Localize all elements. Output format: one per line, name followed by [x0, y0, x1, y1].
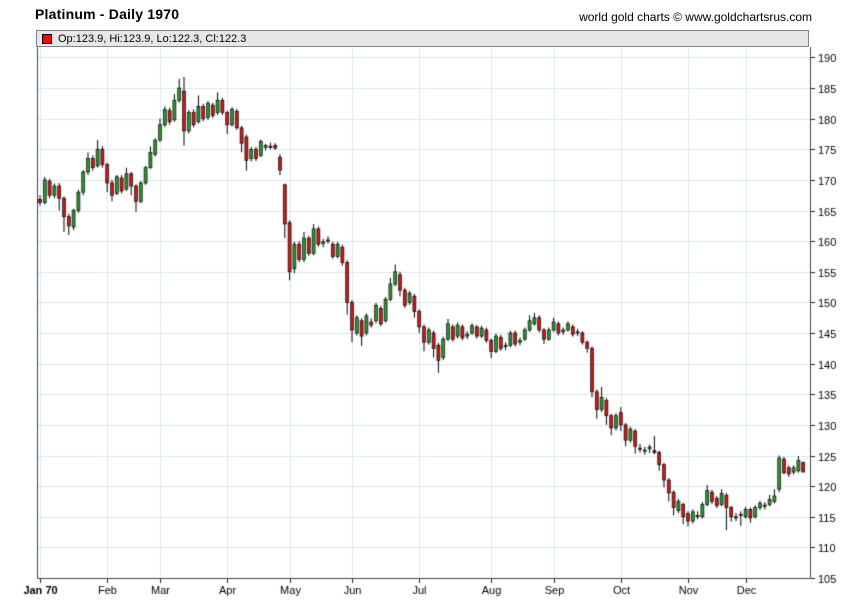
legend-swatch-icon: [42, 33, 52, 44]
legend-bar: Op:123.9, Hi:123.9, Lo:122.3, Cl:122.3: [36, 30, 809, 47]
chart-title: Platinum - Daily 1970: [35, 6, 180, 22]
copyright-text: world gold charts © www.goldchartsrus.co…: [579, 10, 812, 24]
ohlc-readout: Op:123.9, Hi:123.9, Lo:122.3, Cl:122.3: [58, 32, 247, 45]
